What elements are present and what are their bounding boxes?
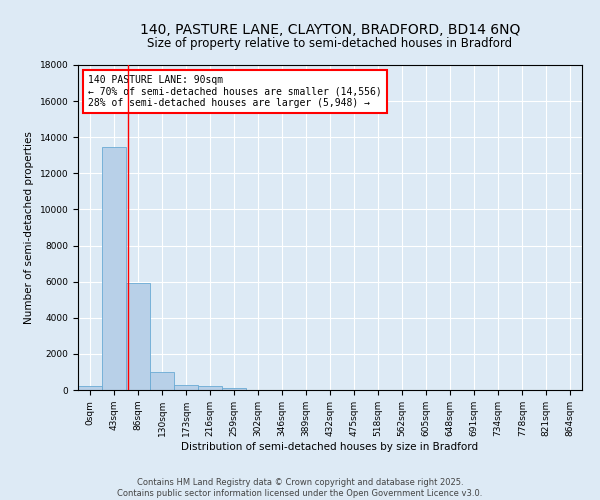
Text: 140 PASTURE LANE: 90sqm
← 70% of semi-detached houses are smaller (14,556)
28% o: 140 PASTURE LANE: 90sqm ← 70% of semi-de… bbox=[88, 74, 382, 108]
Text: 140, PASTURE LANE, CLAYTON, BRADFORD, BD14 6NQ: 140, PASTURE LANE, CLAYTON, BRADFORD, BD… bbox=[140, 22, 520, 36]
Bar bbox=[78, 386, 102, 390]
Bar bbox=[174, 384, 198, 390]
Bar bbox=[151, 372, 174, 390]
Bar bbox=[222, 388, 245, 390]
Text: Size of property relative to semi-detached houses in Bradford: Size of property relative to semi-detach… bbox=[148, 38, 512, 51]
X-axis label: Distribution of semi-detached houses by size in Bradford: Distribution of semi-detached houses by … bbox=[181, 442, 479, 452]
Text: Contains HM Land Registry data © Crown copyright and database right 2025.
Contai: Contains HM Land Registry data © Crown c… bbox=[118, 478, 482, 498]
Bar bbox=[198, 386, 222, 390]
Bar bbox=[102, 147, 125, 390]
Y-axis label: Number of semi-detached properties: Number of semi-detached properties bbox=[24, 131, 34, 324]
Bar bbox=[126, 282, 149, 390]
